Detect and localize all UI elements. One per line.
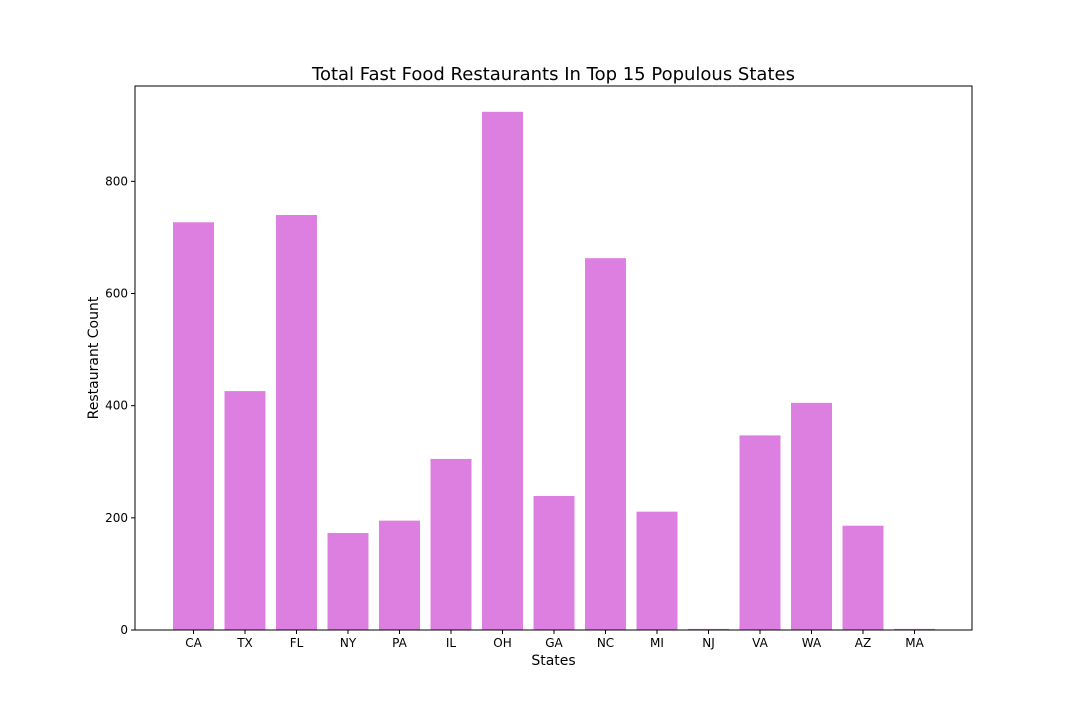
y-tick-label: 0 <box>120 623 128 637</box>
bar-il <box>430 458 472 630</box>
x-ticks-group: CA TX FL NY PA IL OH GA NC MI NJ VA WA AZ MA <box>185 630 925 650</box>
y-tick-label: 200 <box>105 511 128 525</box>
bar-pa <box>379 520 420 630</box>
x-tick-label: GA <box>545 636 563 650</box>
bar-va <box>739 435 781 630</box>
bar-nc <box>585 258 626 630</box>
bar-ga <box>533 495 575 630</box>
x-tick-label: MA <box>905 636 924 650</box>
x-tick-label: TX <box>236 636 253 650</box>
bar-wa <box>791 402 832 630</box>
y-tick-label: 400 <box>105 399 128 413</box>
x-tick-label: VA <box>752 636 768 650</box>
x-tick-label: MI <box>650 636 664 650</box>
bar-nj <box>688 628 729 630</box>
x-tick-label: NY <box>340 636 357 650</box>
y-ticks-group: 0 200 400 600 800 <box>105 174 135 637</box>
chart-title: Total Fast Food Restaurants In Top 15 Po… <box>311 64 795 85</box>
bars-group <box>173 111 935 631</box>
y-axis-label: Restaurant Count <box>86 296 102 419</box>
y-tick-label: 600 <box>105 287 128 301</box>
x-tick-label: CA <box>185 636 202 650</box>
x-tick-label: IL <box>446 636 457 650</box>
x-tick-label: FL <box>290 636 304 650</box>
y-tick-label: 800 <box>105 174 128 188</box>
x-tick-label: NJ <box>702 636 715 650</box>
x-tick-label: AZ <box>855 636 871 650</box>
bar-ca <box>173 222 214 631</box>
bar-ma <box>894 628 935 630</box>
plot-frame <box>134 85 973 631</box>
bar-az <box>842 525 884 630</box>
x-tick-label: OH <box>493 636 511 650</box>
bar-fl <box>276 214 317 630</box>
x-axis-label: States <box>531 653 575 669</box>
bar-oh <box>482 111 523 631</box>
bar-tx <box>224 391 266 630</box>
x-tick-label: NC <box>597 636 614 650</box>
bar-mi <box>636 511 678 630</box>
x-tick-label: WA <box>802 636 822 650</box>
bar-ny <box>327 532 369 630</box>
x-tick-label: PA <box>392 636 407 650</box>
